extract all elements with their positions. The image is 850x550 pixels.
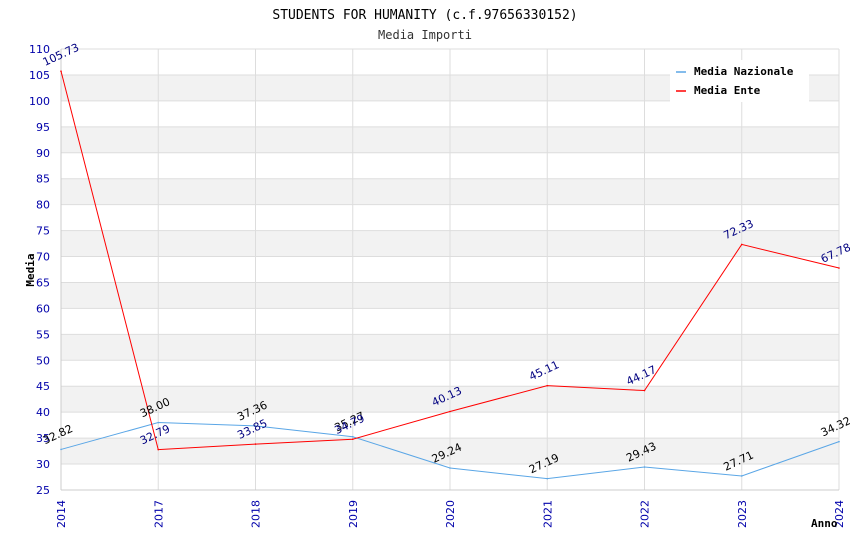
- legend-box: [670, 60, 809, 102]
- y-tick-label: 45: [36, 380, 50, 393]
- data-point: [643, 466, 646, 468]
- y-tick-label: 65: [36, 276, 50, 289]
- y-tick-label: 110: [29, 43, 50, 56]
- y-axis-ticks: 25 30 35 40 45 50 55 60 65 70 75 80 85 90 95 100 105 110: [29, 43, 50, 497]
- y-axis-label: Media: [24, 253, 37, 286]
- data-point: [449, 467, 451, 469]
- y-tick-label: 70: [36, 251, 50, 264]
- x-axis-label: Anno: [811, 517, 838, 530]
- data-label: 44.17: [624, 363, 658, 388]
- y-tick-label: 40: [36, 406, 50, 419]
- x-tick-label: 2018: [250, 500, 263, 528]
- data-point: [838, 267, 840, 269]
- y-tick-label: 100: [29, 95, 50, 108]
- data-point: [449, 410, 451, 413]
- data-point: [157, 421, 160, 424]
- data-point: [254, 425, 257, 427]
- legend-label-ente: Media Ente: [694, 84, 761, 97]
- x-tick-label: 2021: [541, 500, 554, 528]
- y-tick-label: 80: [36, 199, 50, 212]
- data-point: [351, 438, 354, 441]
- grid-lines: [60, 48, 840, 491]
- data-point: [546, 384, 549, 387]
- y-tick-label: 90: [36, 147, 50, 160]
- x-tick-label: 2024: [833, 500, 846, 528]
- data-point: [351, 435, 354, 438]
- x-axis-ticks: 2014 2017 2018 2019 2020 2021 2022 2023 2024: [55, 500, 846, 528]
- legend-label-nazionale: Media Nazionale: [694, 65, 794, 78]
- data-point: [157, 448, 160, 451]
- data-point: [60, 70, 62, 72]
- x-tick-label: 2017: [152, 500, 165, 528]
- x-tick-label: 2014: [55, 500, 68, 528]
- y-tick-label: 75: [36, 225, 50, 238]
- x-tick-label: 2019: [347, 500, 360, 528]
- chart-title: STUDENTS FOR HUMANITY (c.f.97656330152): [272, 8, 577, 23]
- y-tick-label: 95: [36, 121, 50, 134]
- data-point: [740, 243, 743, 246]
- y-tick-label: 55: [36, 328, 50, 341]
- data-point: [60, 448, 62, 451]
- data-point: [643, 389, 646, 392]
- y-tick-label: 35: [36, 432, 50, 445]
- data-point: [546, 477, 549, 480]
- data-point: [254, 443, 257, 445]
- y-tick-label: 85: [36, 173, 50, 186]
- y-tick-label: 50: [36, 354, 50, 367]
- legend: Media Nazionale Media Ente: [670, 60, 809, 102]
- y-tick-label: 60: [36, 302, 50, 315]
- x-tick-label: 2023: [736, 500, 749, 528]
- series-lines: [60, 70, 840, 480]
- x-tick-label: 2020: [444, 500, 457, 528]
- data-label: 45.11: [527, 358, 561, 383]
- chart-subtitle: Media Importi: [378, 28, 472, 42]
- y-tick-label: 30: [36, 458, 50, 471]
- y-tick-label: 105: [29, 69, 50, 82]
- y-tick-label: 25: [36, 484, 50, 497]
- data-point: [740, 475, 743, 477]
- x-tick-label: 2022: [639, 500, 652, 528]
- data-label: 34.32: [819, 414, 850, 439]
- data-point: [838, 440, 840, 443]
